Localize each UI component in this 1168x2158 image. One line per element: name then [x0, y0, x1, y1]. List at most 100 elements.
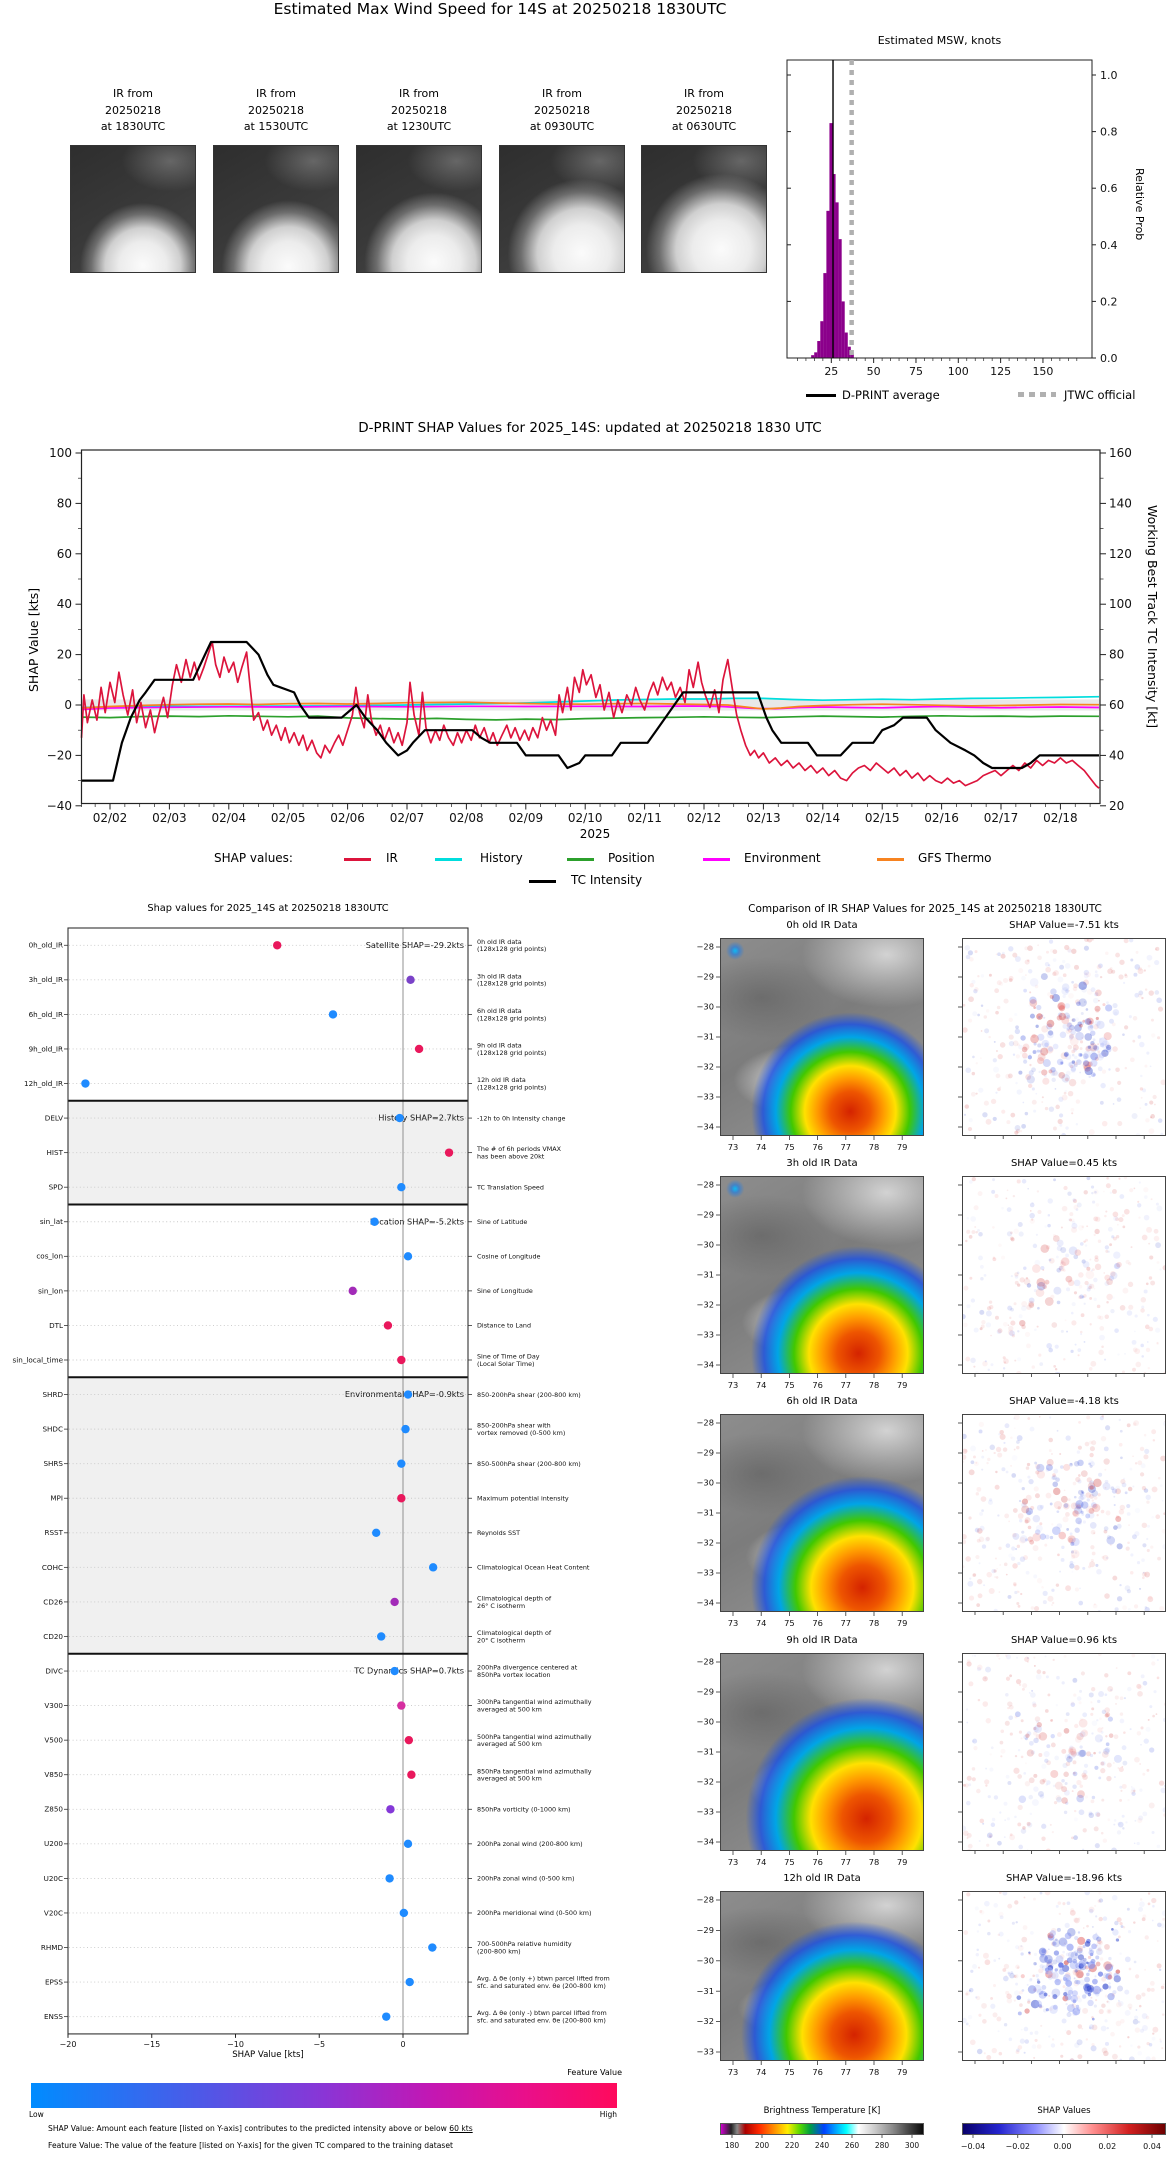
svg-text:averaged at 500 km: averaged at 500 km — [477, 1740, 542, 1748]
svg-text:CD20: CD20 — [43, 1632, 63, 1641]
shap-colorbar — [962, 2123, 1166, 2135]
feature-colorbar-low: Low — [29, 2110, 44, 2119]
bt-colorbar — [720, 2123, 924, 2135]
svg-text:40: 40 — [1109, 748, 1124, 762]
svg-text:0.04: 0.04 — [1143, 2142, 1161, 2151]
shap-noise-map — [963, 939, 1165, 1135]
svg-text:DIVC: DIVC — [45, 1666, 63, 1675]
svg-text:−28: −28 — [696, 1418, 714, 1428]
ir-thumbnail-image — [70, 145, 196, 273]
shap-noise-map — [963, 1654, 1165, 1850]
svg-text:−31: −31 — [696, 1986, 714, 1996]
legend-label-environment: Environment — [744, 851, 821, 865]
svg-text:75: 75 — [784, 1380, 795, 1390]
ir-data-title: 0h old IR Data — [786, 920, 858, 931]
ir-thumbnail: IR from 20250218 at 0630UTC — [641, 86, 767, 276]
svg-text:300: 300 — [905, 2141, 920, 2150]
shap-noise-map — [963, 1892, 1165, 2060]
svg-text:−20: −20 — [47, 748, 72, 762]
svg-text:20° C isotherm: 20° C isotherm — [477, 1636, 525, 1644]
svg-text:74: 74 — [756, 1857, 767, 1867]
histogram-title: Estimated MSW, knots — [877, 34, 1002, 47]
shap-noise-map — [963, 1177, 1165, 1373]
svg-text:(200-800 km): (200-800 km) — [477, 1947, 521, 1955]
legend-label-ir: IR — [386, 851, 398, 865]
svg-text:300hPa tangential wind azimuth: 300hPa tangential wind azimuthally — [477, 1698, 592, 1706]
timeseries-title: D-PRINT SHAP Values for 2025_14S: update… — [358, 420, 822, 436]
svg-text:0: 0 — [64, 698, 72, 712]
svg-text:02/18: 02/18 — [1043, 811, 1078, 825]
svg-text:79: 79 — [897, 1142, 908, 1152]
svg-text:02/13: 02/13 — [746, 811, 781, 825]
svg-text:160: 160 — [1109, 446, 1132, 460]
svg-text:−31: −31 — [696, 1508, 714, 1518]
svg-text:02/11: 02/11 — [627, 811, 662, 825]
svg-text:76: 76 — [812, 1380, 823, 1390]
svg-text:25: 25 — [824, 365, 838, 378]
svg-text:75: 75 — [784, 1857, 795, 1867]
feature-plot-title: Shap values for 2025_14S at 20250218 183… — [147, 903, 389, 914]
legend-label-position: Position — [608, 851, 655, 865]
svg-text:78: 78 — [869, 2067, 880, 2077]
ir-thumbnail-label: IR from 20250218 at 1230UTC — [386, 87, 452, 133]
svg-text:0.02: 0.02 — [1098, 2142, 1116, 2151]
shap-map-title: SHAP Value=-18.96 kts — [1005, 1873, 1123, 1884]
svg-text:9h_old_IR: 9h_old_IR — [29, 1044, 63, 1053]
svg-text:V20C: V20C — [44, 1908, 63, 1917]
svg-text:12h_old_IR: 12h_old_IR — [24, 1079, 63, 1088]
svg-text:77: 77 — [841, 2067, 852, 2077]
svg-text:−30: −30 — [696, 1002, 714, 1012]
svg-text:−32: −32 — [696, 1777, 714, 1787]
svg-text:02/16: 02/16 — [924, 811, 959, 825]
svg-text:DELV: DELV — [45, 1113, 63, 1122]
svg-text:77: 77 — [841, 1380, 852, 1390]
svg-text:02/17: 02/17 — [984, 811, 1019, 825]
svg-text:SPD: SPD — [49, 1183, 64, 1192]
svg-text:200hPa zonal wind (0-500 km): 200hPa zonal wind (0-500 km) — [477, 1875, 574, 1883]
svg-text:V500: V500 — [44, 1736, 63, 1745]
svg-text:−28: −28 — [696, 942, 714, 952]
ir-thumbnail-label: IR from 20250218 at 0630UTC — [671, 87, 737, 133]
svg-text:74: 74 — [756, 1142, 767, 1152]
legend-line-position — [567, 858, 594, 862]
svg-text:SHRD: SHRD — [43, 1390, 64, 1399]
svg-text:200: 200 — [755, 2141, 770, 2150]
svg-text:500hPa tangential wind azimuth: 500hPa tangential wind azimuthally — [477, 1733, 592, 1741]
svg-text:has been above 20kt: has been above 20kt — [477, 1153, 545, 1161]
svg-text:850hPa vorticity (0-1000 km): 850hPa vorticity (0-1000 km) — [477, 1805, 571, 1813]
svg-text:U20C: U20C — [44, 1874, 63, 1883]
ir-thumbnail: IR from 20250218 at 1230UTC — [356, 86, 482, 276]
svg-text:Cosine of Longitude: Cosine of Longitude — [477, 1253, 541, 1261]
svg-text:79: 79 — [897, 1380, 908, 1390]
svg-text:sfc. and saturated env. θe (20: sfc. and saturated env. θe (200-800 km) — [477, 1982, 606, 1990]
footnote-shap: SHAP Value: Amount each feature [listed … — [48, 2124, 473, 2133]
legend-line-environment — [703, 858, 730, 862]
svg-text:−32: −32 — [696, 1300, 714, 1310]
svg-text:Climatological depth of: Climatological depth of — [477, 1629, 552, 1637]
svg-text:CD26: CD26 — [43, 1597, 63, 1606]
svg-text:02/05: 02/05 — [271, 811, 306, 825]
svg-text:80: 80 — [57, 496, 72, 510]
ir-data-panel — [720, 1414, 924, 1612]
msw-histogram: 25 50 75 100 125 150 1.0 0.8 0.6 0.4 0.2 0.0 — [786, 59, 1118, 378]
svg-text:78: 78 — [869, 1857, 880, 1867]
svg-text:79: 79 — [897, 1857, 908, 1867]
ir-thumbnail: IR from 20250218 at 0930UTC — [499, 86, 625, 276]
ir-data-title: 9h old IR Data — [786, 1635, 858, 1646]
svg-text:Z850: Z850 — [44, 1805, 63, 1814]
svg-text:−40: −40 — [47, 799, 72, 813]
svg-text:26° C isotherm: 26° C isotherm — [477, 1602, 525, 1610]
svg-text:vortex removed (0-500 km): vortex removed (0-500 km) — [477, 1429, 565, 1437]
svg-text:−29: −29 — [696, 1448, 714, 1458]
svg-text:200hPa meridional wind (0-500: 200hPa meridional wind (0-500 km) — [477, 1909, 592, 1917]
ir-data-panel — [720, 1891, 924, 2061]
svg-text:−34: −34 — [696, 1837, 714, 1847]
svg-text:78: 78 — [869, 1380, 880, 1390]
feature-colorbar-title: Feature Value — [567, 2068, 622, 2077]
svg-text:COHC: COHC — [42, 1563, 63, 1572]
svg-text:79: 79 — [897, 1618, 908, 1628]
footnote-shap-text: SHAP Value: Amount each feature [listed … — [48, 2124, 450, 2133]
svg-text:125: 125 — [990, 365, 1011, 378]
ir-thumbnail-image — [499, 145, 625, 273]
ir-thumbnail: IR from 20250218 at 1830UTC — [70, 86, 196, 276]
